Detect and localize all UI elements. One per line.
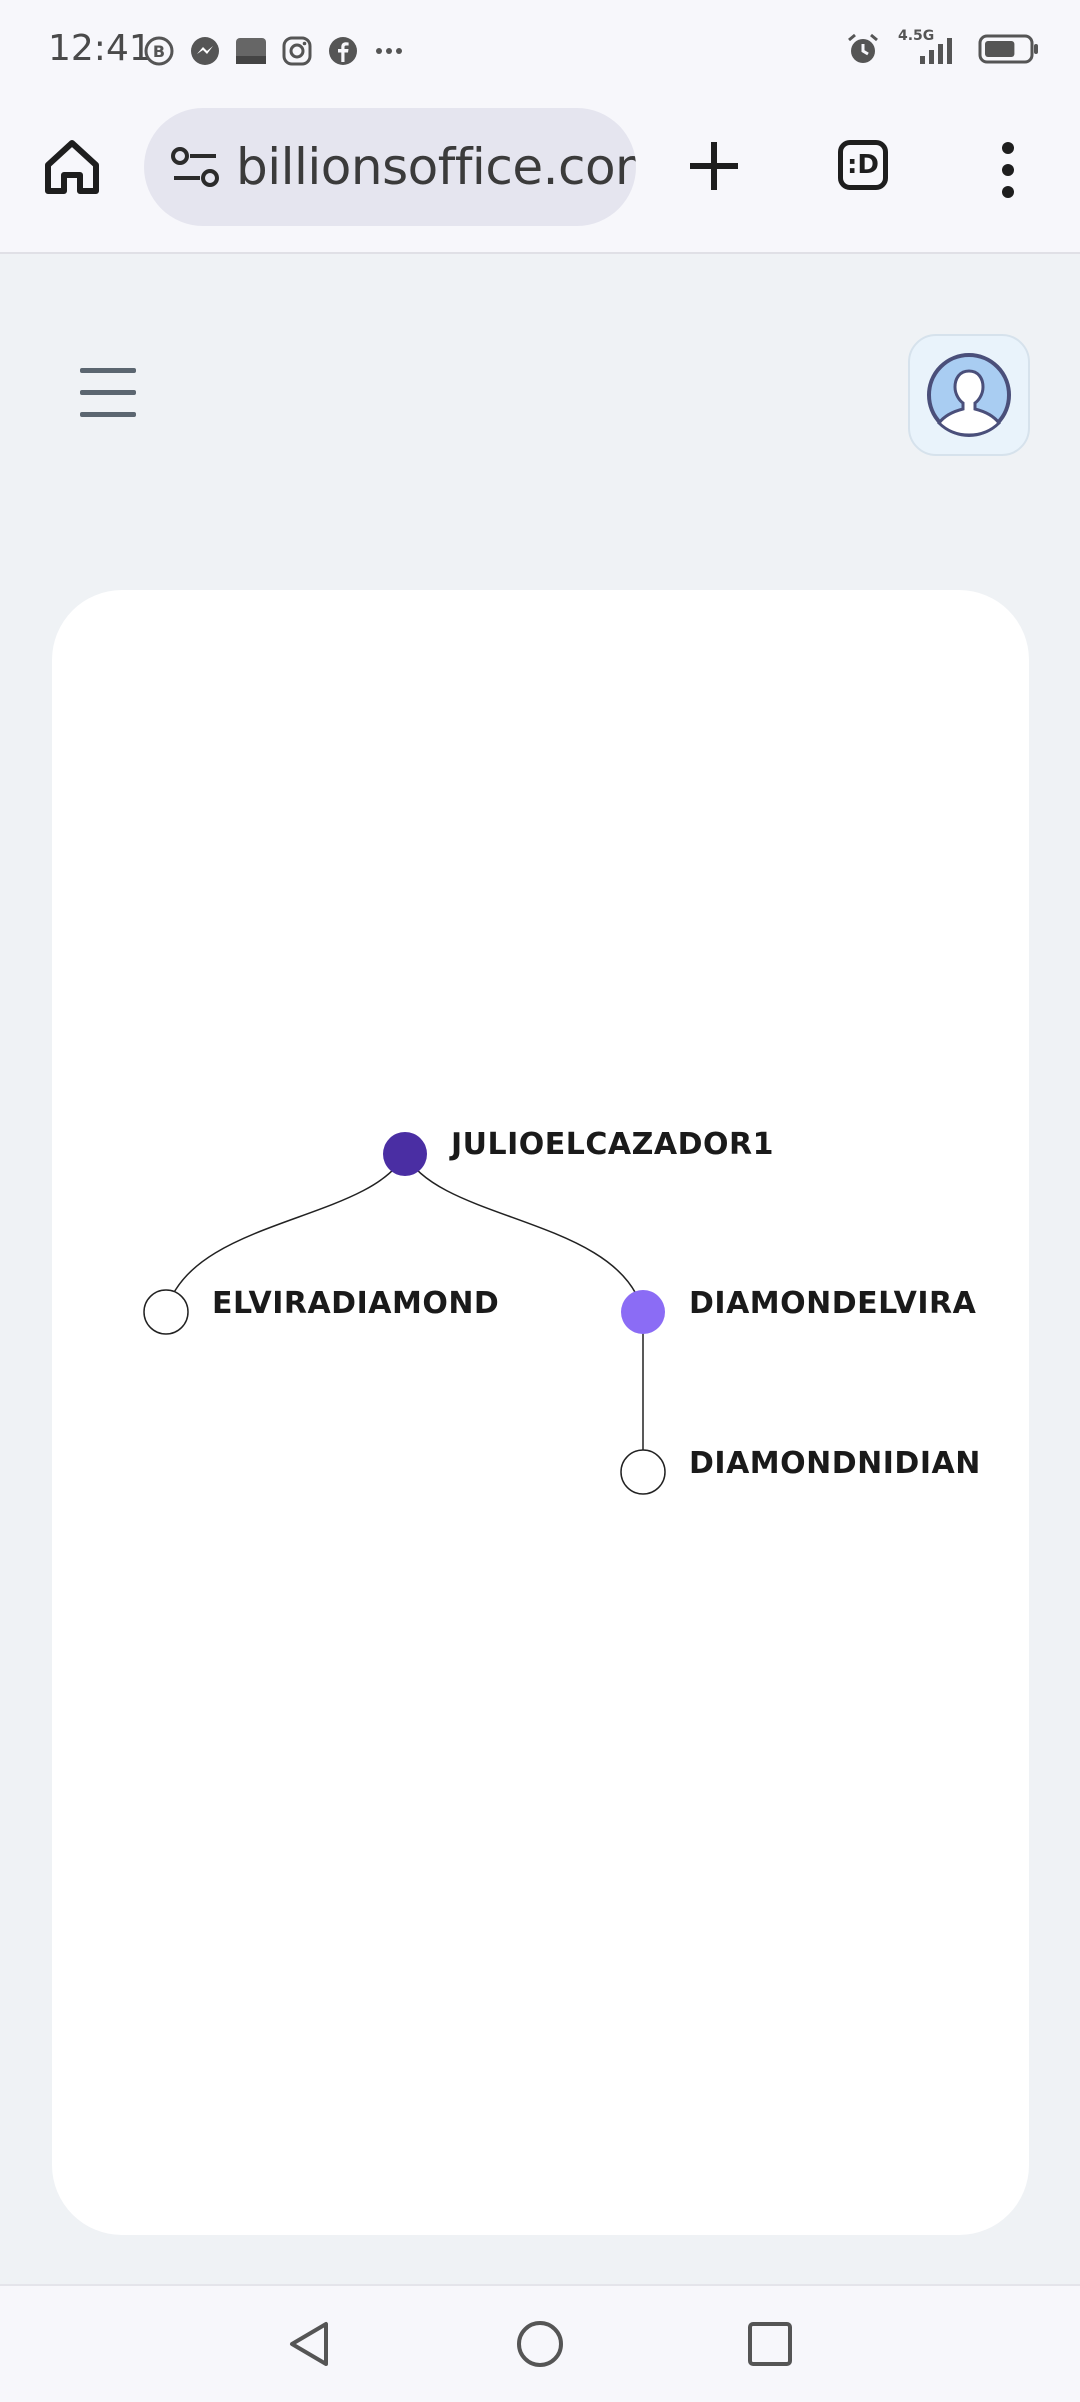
more-dots-icon: [372, 34, 406, 68]
network-type: 4.5G: [898, 28, 935, 44]
media-thumbnail-icon: [234, 34, 268, 68]
address-bar[interactable]: billionsoffice.com: [144, 108, 636, 226]
site-settings-icon[interactable]: [170, 146, 220, 190]
hamburger-menu-icon[interactable]: [80, 368, 136, 424]
node-label-root[interactable]: JULIOELCAZADOR1: [451, 1127, 774, 1162]
node-label-diamondnidian[interactable]: DIAMONDNIDIAN: [689, 1446, 981, 1481]
messenger-icon: [188, 34, 222, 68]
battery-icon: [978, 34, 1038, 64]
system-nav-bar: [0, 2284, 1080, 2402]
avatar-icon: [927, 353, 1011, 437]
new-tab-icon[interactable]: [686, 138, 742, 194]
tree-card: [52, 590, 1029, 2235]
url-text[interactable]: billionsoffice.com: [236, 138, 636, 196]
svg-text:B: B: [153, 42, 165, 61]
more-vert-icon[interactable]: [996, 140, 1020, 200]
recents-icon[interactable]: [742, 2316, 798, 2372]
user-avatar-button[interactable]: [908, 334, 1030, 456]
instagram-icon: [280, 34, 314, 68]
status-right: 4.5G: [844, 28, 1040, 68]
status-time: 12:41: [48, 28, 152, 69]
status-bar: 12:41 B 4.5G: [0, 0, 1080, 100]
alarm-icon: [848, 33, 878, 63]
home-nav-icon[interactable]: [512, 2316, 568, 2372]
signal-icon: [920, 38, 952, 64]
home-icon[interactable]: [40, 135, 104, 199]
browser-toolbar: billionsoffice.com :D: [0, 100, 1080, 254]
tab-switcher-button[interactable]: :D: [838, 140, 888, 190]
facebook-icon: [326, 34, 360, 68]
notification-icons: B: [142, 34, 406, 68]
b-chat-icon: B: [142, 34, 176, 68]
node-label-diamondelvira[interactable]: DIAMONDELVIRA: [689, 1286, 977, 1321]
node-label-elviradiamond[interactable]: ELVIRADIAMOND: [212, 1286, 500, 1321]
back-icon[interactable]: [282, 2316, 338, 2372]
network-indicator: 4.5G: [898, 28, 962, 68]
